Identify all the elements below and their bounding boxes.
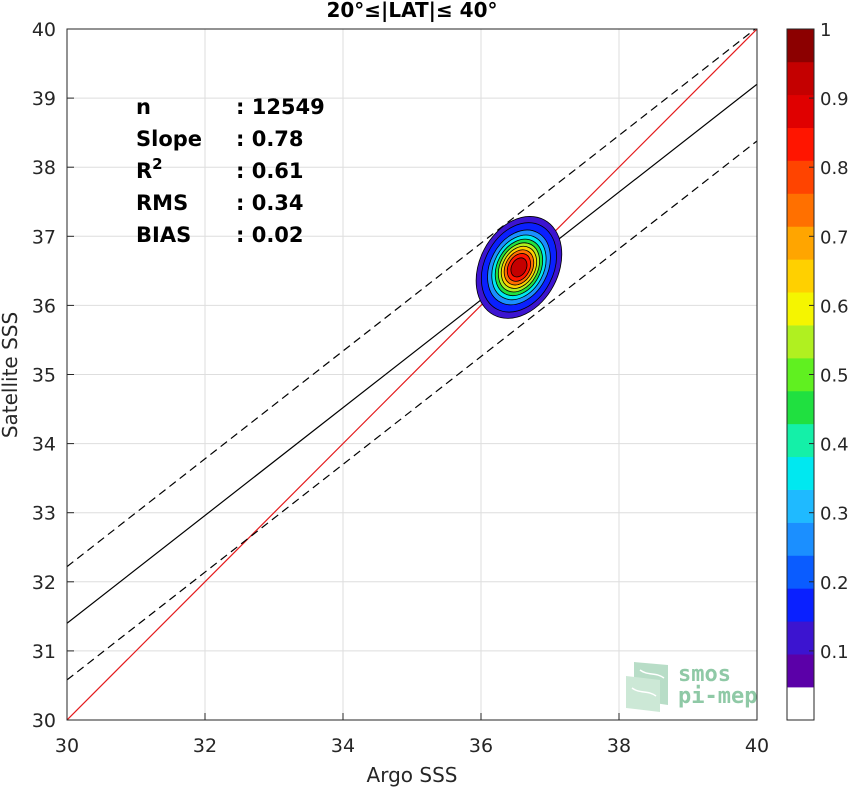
colorbar-tick-label: 0.7: [820, 227, 849, 248]
x-tick-label: 30: [55, 735, 79, 757]
regression-line: [67, 83, 757, 624]
stat-value: : 0.02: [236, 223, 304, 247]
stat-value: : 12549: [236, 95, 325, 119]
chart-title: 20°≤|LAT|≤ 40°: [326, 0, 497, 22]
x-tick-label: 36: [469, 735, 493, 757]
y-tick-label: 40: [32, 19, 56, 41]
colorbar-swatch: [787, 522, 814, 556]
colorbar-tick-label: 0.1: [820, 642, 849, 663]
stat-value: : 0.34: [236, 191, 304, 215]
colorbar-swatch: [787, 687, 814, 721]
identity-line: [67, 29, 757, 720]
colorbar-swatch: [787, 325, 814, 359]
logo-line2: pi-mep: [678, 684, 757, 709]
y-tick-label: 35: [32, 365, 56, 387]
colorbar-tick-label: 1: [820, 20, 831, 41]
colorbar-swatch: [787, 555, 814, 589]
reference-lines: [67, 29, 757, 720]
y-axis-title: Satellite SSS: [0, 312, 22, 438]
colorbar-swatch: [787, 456, 814, 490]
y-tick-label: 34: [32, 434, 56, 456]
colorbar-swatch: [787, 127, 814, 161]
colorbar-swatch: [787, 94, 814, 129]
y-tick-label: 38: [32, 157, 56, 179]
stat-label: n: [136, 95, 151, 119]
y-tick-label: 32: [32, 572, 56, 594]
x-axis-ticks: 30 32 34 36 38 40: [55, 713, 769, 757]
y-tick-label: 31: [32, 641, 56, 663]
colorbar-swatch: [787, 193, 814, 227]
logo-line1: smos: [678, 662, 731, 687]
density-contour: [510, 257, 528, 278]
upper-bound-line: [67, 29, 757, 568]
y-tick-label: 33: [32, 503, 56, 525]
colorbar-swatch: [787, 61, 814, 96]
colorbar-tick-label: 0.5: [820, 366, 849, 387]
colorbar-tick-label: 0.6: [820, 296, 849, 317]
colorbar-swatch: [787, 292, 814, 326]
stat-value: : 0.78: [236, 127, 304, 151]
x-tick-label: 32: [193, 735, 217, 757]
density-contours: [475, 216, 563, 319]
colorbar-tick-label: 0.2: [820, 573, 849, 594]
y-tick-label: 30: [32, 710, 56, 732]
colorbar-tick-label: 0.9: [820, 89, 849, 110]
colorbar-swatch: [787, 259, 814, 293]
x-tick-label: 34: [331, 735, 355, 757]
y-axis-ticks: 30 31 32 33 34 35 36 37 38 39 40: [32, 19, 74, 732]
y-tick-label: 37: [32, 226, 56, 248]
colorbar-swatch: [787, 226, 814, 260]
x-tick-label: 40: [745, 735, 769, 757]
logo-mark-icon: [626, 662, 668, 712]
stat-label: RMS: [136, 191, 188, 215]
colorbar-swatch: [787, 423, 814, 458]
stat-value: : 0.61: [236, 159, 304, 183]
colorbar-tick-label: 0.8: [820, 158, 849, 179]
colorbar-swatch: [787, 588, 814, 622]
stat-superscript: 2: [152, 155, 162, 173]
stat-label: BIAS: [136, 223, 191, 247]
smos-pi-mep-logo: smos pi-mep: [626, 662, 757, 712]
colorbar-tick-label: 0.3: [820, 504, 849, 525]
colorbar: 0.1 0.2 0.3 0.4 0.5 0.6 0.7 0.8 0.9 1: [786, 20, 849, 721]
x-axis-title: Argo SSS: [367, 763, 458, 787]
y-tick-label: 36: [32, 295, 56, 317]
colorbar-tick-label: 0.4: [820, 435, 849, 456]
grid: [67, 29, 757, 720]
y-tick-label: 39: [32, 88, 56, 110]
x-tick-label: 38: [607, 735, 631, 757]
lower-bound-line: [67, 140, 757, 681]
colorbar-swatch: [787, 489, 814, 523]
colorbar-swatch: [787, 160, 814, 194]
colorbar-swatch: [787, 29, 814, 63]
stat-label: Slope: [136, 127, 202, 151]
colorbar-swatch: [787, 621, 814, 655]
colorbar-swatch: [787, 390, 814, 425]
colorbar-swatch: [787, 654, 814, 688]
